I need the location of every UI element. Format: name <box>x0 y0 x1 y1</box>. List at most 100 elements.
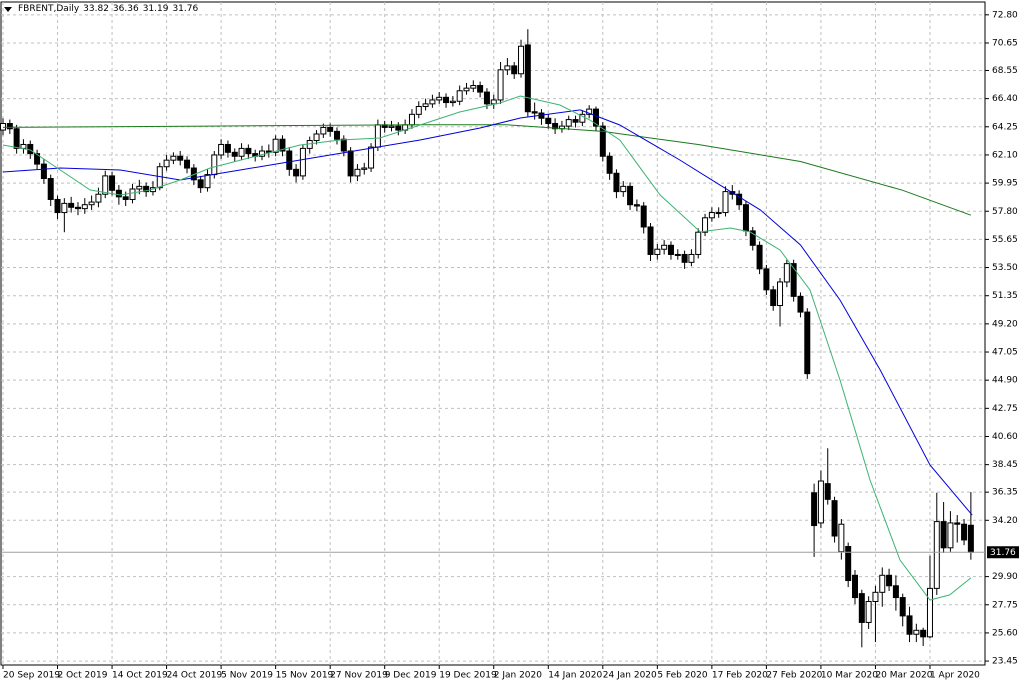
candle-body <box>456 90 463 102</box>
y-tick-label: 72.80 <box>992 10 1018 20</box>
candle-body <box>13 128 20 149</box>
candle-body <box>695 231 702 255</box>
last-open: 33.82 <box>83 4 109 14</box>
y-tick-label: 70.65 <box>992 38 1018 48</box>
candle-body <box>886 574 893 587</box>
candle-body <box>408 113 415 126</box>
candle-body <box>238 147 245 157</box>
candle-body <box>967 524 974 553</box>
y-tick-label: 38.45 <box>992 460 1018 470</box>
candle-body <box>218 143 225 156</box>
y-tick-label: 55.65 <box>992 235 1018 245</box>
y-tick-label: 42.75 <box>992 404 1018 414</box>
x-tick-label: 24 Oct 2019 <box>167 671 223 681</box>
x-tick-label: 5 Nov 2019 <box>221 671 273 681</box>
candle-body <box>824 483 831 500</box>
last-price-box <box>987 546 1019 559</box>
candle-body <box>572 119 579 123</box>
x-tick-label: 1 Apr 2020 <box>930 671 980 681</box>
candle-body <box>674 253 681 256</box>
ma-line <box>2 109 973 516</box>
y-tick-label: 59.95 <box>992 179 1018 189</box>
candle-body <box>122 196 129 200</box>
candle-body <box>708 212 715 219</box>
ma-line <box>2 95 972 601</box>
last-price-label: 31.76 <box>990 548 1016 558</box>
candle-body <box>497 69 504 101</box>
x-tick-label: 2 Jan 2020 <box>494 671 542 681</box>
candle-body <box>845 545 852 582</box>
y-tick-label: 29.90 <box>992 572 1018 582</box>
y-tick-label: 34.20 <box>992 516 1018 526</box>
y-tick-label: 23.45 <box>992 657 1018 667</box>
y-tick-label: 40.60 <box>992 432 1018 442</box>
candle-body <box>54 198 61 214</box>
y-tick-label: 25.60 <box>992 628 1018 638</box>
y-tick-label: 62.10 <box>992 150 1018 160</box>
candle-body <box>688 253 695 263</box>
last-high: 36.36 <box>112 4 139 14</box>
menu-icon[interactable] <box>4 6 12 12</box>
candle-body <box>552 123 559 130</box>
x-tick-label: 24 Jan 2020 <box>603 671 657 681</box>
candle-body <box>170 155 177 161</box>
candle-body <box>313 133 320 142</box>
x-tick-label: 15 Nov 2019 <box>276 671 334 681</box>
candle-body <box>68 202 75 208</box>
candle-body <box>272 138 279 153</box>
y-tick-label: 49.20 <box>992 319 1018 329</box>
candle-body <box>368 146 375 169</box>
candle-body <box>633 204 640 207</box>
candle-body <box>518 45 525 75</box>
candle-body <box>599 125 606 157</box>
candle-body <box>872 591 879 602</box>
y-tick-label: 68.55 <box>992 66 1018 76</box>
candle-body <box>81 204 88 210</box>
candle-body <box>667 244 674 255</box>
candle-body <box>415 105 422 115</box>
x-tick-label: 5 Feb 2020 <box>657 671 708 681</box>
x-tick-label: 27 Nov 2019 <box>330 671 388 681</box>
candle-body <box>627 185 634 206</box>
candle-body <box>736 193 743 206</box>
candle-body <box>231 151 238 157</box>
x-tick-label: 27 Feb 2020 <box>766 671 822 681</box>
candle-body <box>47 178 54 200</box>
candle-body <box>790 263 797 297</box>
candle-body <box>947 522 954 549</box>
x-tick-label: 20 Mar 2020 <box>875 671 932 681</box>
x-tick-label: 19 Dec 2019 <box>439 671 497 681</box>
y-tick-label: 51.35 <box>992 291 1018 301</box>
x-tick-label: 14 Jan 2020 <box>548 671 602 681</box>
candle-body <box>940 521 947 549</box>
candle-body <box>388 125 395 128</box>
candle-body <box>136 185 143 190</box>
candle-body <box>204 174 211 189</box>
x-tick-label: 2 Oct 2019 <box>58 671 108 681</box>
candle-body <box>109 175 116 191</box>
candle-body <box>661 244 668 250</box>
y-tick-label: 36.35 <box>992 488 1018 498</box>
candle-body <box>354 168 361 177</box>
candle-body <box>197 179 204 189</box>
x-tick-label: 9 Dec 2019 <box>385 671 437 681</box>
candle-body <box>531 111 538 114</box>
candle-body <box>722 191 729 214</box>
candle-body <box>715 212 722 215</box>
candle-body <box>640 205 647 228</box>
candle-body <box>429 99 436 105</box>
candle-body <box>184 159 191 169</box>
candle-body <box>858 593 865 623</box>
candle-body <box>211 154 218 176</box>
y-tick-label: 57.80 <box>992 207 1018 217</box>
candle-body <box>422 103 429 107</box>
candle-body <box>838 523 845 553</box>
candle-body <box>463 87 470 92</box>
candle-body <box>20 143 27 149</box>
candle-body <box>286 150 293 170</box>
candle-body <box>811 492 818 527</box>
candle-body <box>340 138 347 152</box>
candle-body <box>702 217 709 233</box>
